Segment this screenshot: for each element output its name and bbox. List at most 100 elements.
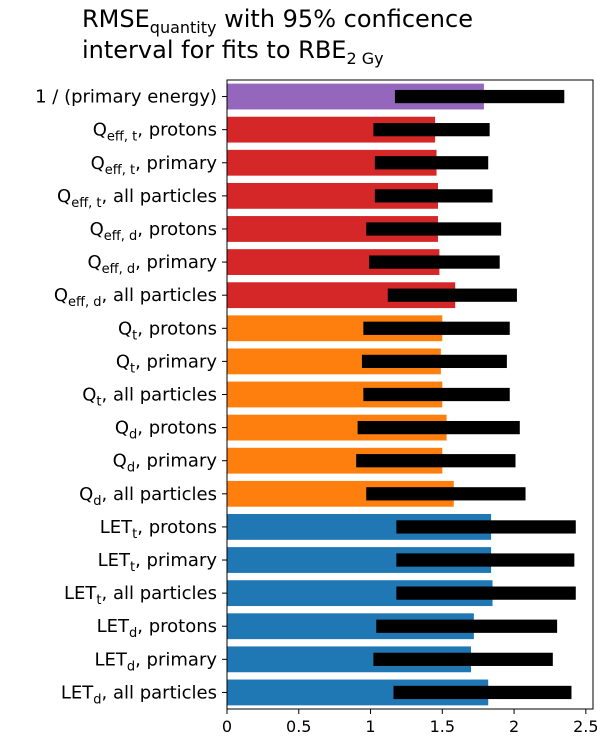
interval-1 <box>373 123 490 137</box>
title-line-1-sub: quantity <box>150 18 217 37</box>
category-label-2: Qeff, t, primary <box>91 153 218 178</box>
x-tick-label-1: 0.5 <box>286 717 311 736</box>
category-label-sub: eff, t <box>71 196 101 211</box>
category-label-main: Q <box>87 252 101 273</box>
chart-title: RMSEquantity with 95% conficence interva… <box>82 5 473 68</box>
interval-6 <box>387 288 517 302</box>
category-label-sub: d <box>129 626 137 641</box>
x-tick-label-3: 1.5 <box>430 717 455 736</box>
interval-11 <box>356 454 516 468</box>
title-line-2-main: interval for fits to RBE <box>82 36 346 64</box>
category-label-rest: , all particles <box>102 186 217 207</box>
interval-7 <box>363 321 510 335</box>
category-label-sub: d <box>127 659 135 674</box>
interval-2 <box>374 156 489 170</box>
interval-4 <box>366 222 502 236</box>
category-label-9: Qt, all particles <box>82 385 217 410</box>
interval-12 <box>366 487 526 501</box>
interval-10 <box>357 420 520 435</box>
interval-18 <box>393 685 572 700</box>
category-label-sub: t <box>130 560 135 575</box>
category-label-sub: d <box>93 692 101 707</box>
category-label-18: LETd, all particles <box>61 682 217 707</box>
category-labels: 1 / (primary energy)Qeff, t, protonsQeff… <box>35 87 227 707</box>
plot-frame <box>226 79 594 710</box>
category-label-10: Qd, protons <box>115 418 217 443</box>
category-label-main: Q <box>115 418 129 439</box>
x-tick-label-0: 0 <box>222 717 232 736</box>
category-label-sub: eff, t <box>105 163 135 178</box>
interval-15 <box>396 586 576 600</box>
category-label-main: Q <box>79 484 93 505</box>
title-line-1-main: RMSE <box>82 5 150 33</box>
category-label-sub: t <box>130 361 135 376</box>
title-line-2-sub: 2 Gy <box>346 49 383 68</box>
category-label-rest: , protons <box>137 318 217 339</box>
interval-17 <box>373 652 553 666</box>
category-label-rest: , all particles <box>102 484 217 505</box>
intervals-group <box>356 89 576 700</box>
category-label-main: LET <box>98 550 131 571</box>
category-label-rest: , all particles <box>102 583 217 604</box>
category-label-rest: , all particles <box>102 285 217 306</box>
category-label-8: Qt, primary <box>116 351 218 376</box>
category-label-rest: , protons <box>137 616 217 637</box>
x-tick-label-2: 1 <box>365 717 375 736</box>
interval-0 <box>394 89 565 104</box>
category-label-15: LETt, all particles <box>64 583 217 608</box>
interval-13 <box>396 520 576 534</box>
category-label-main: Q <box>82 385 96 406</box>
category-label-main: Q <box>118 318 132 339</box>
interval-5 <box>369 255 500 269</box>
category-label-sub: eff, t <box>107 130 137 145</box>
interval-3 <box>374 189 493 203</box>
category-label-rest: , protons <box>137 418 217 439</box>
category-label-12: Qd, all particles <box>79 484 217 509</box>
category-label-rest: , protons <box>137 219 217 240</box>
category-label-main: LET <box>100 517 133 538</box>
category-label-sub: d <box>93 494 101 509</box>
category-label-main: LET <box>61 682 94 703</box>
category-label-sub: t <box>132 527 137 542</box>
category-label-14: LETt, primary <box>98 550 218 575</box>
category-label-rest: , primary <box>135 351 217 372</box>
category-label-sub: eff, d <box>104 229 137 244</box>
category-label-main: Q <box>91 153 105 174</box>
x-tick-label-5: 2.5 <box>573 717 597 736</box>
category-label-rest: , protons <box>137 517 217 538</box>
category-label-rest: , primary <box>135 649 217 670</box>
category-label-rest: , all particles <box>102 682 217 703</box>
category-label-sub: t <box>96 395 101 410</box>
category-label-sub: t <box>96 593 101 608</box>
category-label-17: LETd, primary <box>94 649 217 674</box>
category-label-rest: , all particles <box>102 385 217 406</box>
interval-14 <box>396 553 575 567</box>
category-label-7: Qt, protons <box>118 318 217 343</box>
category-label-5: Qeff, d, primary <box>87 252 217 277</box>
category-label-rest: , primary <box>135 153 217 174</box>
title-line-1-rest: with 95% conficence <box>216 5 473 33</box>
category-label-sub: t <box>132 328 137 343</box>
category-label-rest: , primary <box>135 550 217 571</box>
category-label-11: Qd, primary <box>113 451 218 476</box>
category-label-rest: , protons <box>137 120 217 141</box>
category-label-16: LETd, protons <box>97 616 217 641</box>
category-label-main: 1 / (primary energy) <box>35 87 217 108</box>
category-label-13: LETt, protons <box>100 517 217 542</box>
category-label-main: Q <box>54 285 68 306</box>
interval-16 <box>376 619 558 633</box>
category-label-rest: , primary <box>135 252 217 273</box>
interval-8 <box>361 354 507 369</box>
category-label-main: Q <box>116 351 130 372</box>
category-label-main: LET <box>97 616 130 637</box>
category-label-6: Qeff, d, all particles <box>54 285 217 310</box>
interval-9 <box>363 387 510 402</box>
category-label-main: LET <box>64 583 97 604</box>
category-label-main: Q <box>90 219 104 240</box>
x-axis: 0 0.5 1 1.5 2 2.5 <box>222 709 597 736</box>
category-label-1: Qeff, t, protons <box>93 120 217 145</box>
title-line-2: interval for fits to RBE2 Gy <box>82 36 384 68</box>
category-label-sub: eff, d <box>68 295 101 310</box>
x-tick-label-4: 2 <box>509 717 519 736</box>
